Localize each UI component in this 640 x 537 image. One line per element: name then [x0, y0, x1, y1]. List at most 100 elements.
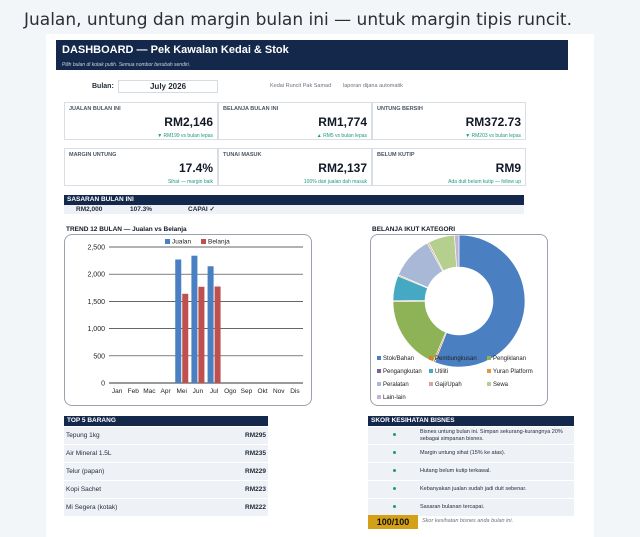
x-tick-label: Feb — [128, 388, 140, 395]
health-item-text: Kebanyakan jualan sudah jadi duit sebena… — [420, 486, 527, 492]
list-item: Kopi Sachet RM223 — [64, 481, 268, 498]
health-item-text: Sasaran bulanan tercapai. — [420, 504, 485, 510]
kpi-label: BELANJA BULAN INI — [223, 106, 279, 112]
x-tick-label: Jan — [112, 388, 123, 395]
list-item: Margin untung sihat (15% ke atas). — [368, 445, 574, 462]
bar-jualan — [191, 255, 198, 383]
item-name: Telur (papan) — [66, 468, 105, 475]
item-name: Air Mineral 1.5L — [66, 450, 112, 457]
legend-swatch — [201, 239, 206, 244]
item-name: Mi Segera (kotak) — [66, 504, 118, 511]
kpi-sub: ▲ RM5 vs bulan lepas — [316, 133, 367, 139]
y-tick-label: 2,500 — [87, 245, 105, 252]
list-item: Sasaran bulanan tercapai. — [368, 499, 574, 516]
y-tick-label: 1,000 — [87, 326, 105, 333]
month-selector[interactable]: July 2026 — [118, 80, 218, 93]
status-dot-icon — [393, 451, 396, 454]
health-list: Bisnes untung bulan ini. Simpan sekurang… — [368, 427, 574, 517]
health-score-note: Skor kesihatan bisnes anda bulan ini. — [422, 518, 514, 524]
x-tick-label: Mei — [177, 388, 187, 395]
list-item: Hutang belum kutip terkawal. — [368, 463, 574, 480]
donut-slice — [434, 234, 526, 368]
health-item-text: Hutang belum kutip terkawal. — [420, 468, 491, 474]
top5-header: TOP 5 BARANG — [64, 416, 268, 426]
legend-label: Jualan — [172, 239, 192, 246]
legend-swatch — [487, 382, 491, 386]
category-chart-panel: Stok/Bahan Pembungkusan Pengiklanan Pengang… — [370, 234, 548, 406]
kpi-card-profit: UNTUNG BERSIH RM372.73 ▼ RM203 vs bulan … — [372, 102, 526, 140]
legend-label: Pengangkutan — [383, 369, 422, 375]
bar-belanja — [214, 286, 221, 383]
x-tick-label: Jun — [193, 388, 204, 395]
kpi-card-sales: JUALAN BULAN INI RM2,146 ▼ RM199 vs bula… — [64, 102, 218, 140]
dashboard-subtitle: Pilih bulan di kotak putih. Semua nombor… — [62, 62, 191, 68]
kpi-value: RM2,137 — [318, 161, 367, 175]
legend-swatch — [487, 369, 491, 373]
category-chart-title: BELANJA IKUT KATEGORI — [372, 226, 456, 233]
y-tick-label: 1,500 — [87, 299, 105, 306]
kpi-card-uncollected: BELUM KUTIP RM9 Ada duit belum kutip — f… — [372, 148, 526, 186]
bar-belanja — [198, 286, 205, 383]
legend-swatch — [377, 369, 381, 373]
y-tick-label: 500 — [93, 353, 105, 360]
legend-swatch — [377, 395, 381, 399]
legend-swatch — [429, 369, 433, 373]
list-item: Bisnes untung bulan ini. Simpan sekurang… — [368, 427, 574, 444]
legend-label: Peralatan — [383, 382, 409, 388]
report-note: laporan dijana automatik — [343, 83, 403, 89]
legend-label: Stok/Bahan — [383, 356, 414, 362]
kpi-value: RM1,774 — [318, 115, 367, 129]
page-caption: Jualan, untung dan margin bulan ini — un… — [24, 10, 572, 30]
legend-swatch — [165, 239, 170, 244]
legend-label: Gaji/Upah — [435, 382, 462, 388]
legend-label: Pengiklanan — [493, 356, 526, 362]
list-item: Mi Segera (kotak) RM222 — [64, 499, 268, 516]
health-item-text: Margin untung sihat (15% ke atas). — [420, 450, 506, 456]
legend-label: Sewa — [493, 382, 509, 388]
x-tick-label: Okt — [258, 388, 268, 395]
kpi-card-expenses: BELANJA BULAN INI RM1,774 ▲ RM5 vs bulan… — [218, 102, 372, 140]
kpi-label: BELUM KUTIP — [377, 152, 415, 158]
bar-jualan — [175, 259, 182, 383]
status-dot-icon — [393, 433, 396, 436]
legend-swatch — [377, 356, 381, 360]
kpi-card-cash-in: TUNAI MASUK RM2,137 100% dari jualan dah… — [218, 148, 372, 186]
health-score: 100/100 — [368, 515, 418, 529]
x-tick-label: Apr — [161, 388, 172, 395]
kpi-value: 17.4% — [178, 161, 213, 175]
item-name: Tepung 1kg — [66, 432, 100, 439]
status-dot-icon — [393, 469, 396, 472]
kpi-value: RM372.73 — [465, 115, 521, 129]
kpi-label: UNTUNG BERSIH — [377, 106, 423, 112]
item-value: RM222 — [245, 504, 266, 511]
kpi-sub: ▼ RM199 vs bulan lepas — [157, 133, 213, 139]
dashboard-header: DASHBOARD — Pek Kawalan Kedai & Stok Pil… — [56, 40, 568, 70]
legend-swatch — [429, 382, 433, 386]
x-tick-label: Mac — [143, 388, 156, 395]
kpi-card-margin: MARGIN UNTUNG 17.4% Sihat — margin baik — [64, 148, 218, 186]
target-header: SASARAN BULAN INI — [64, 195, 524, 205]
kpi-sub: Ada duit belum kutip — follow up — [448, 179, 521, 185]
health-item-text: Bisnes untung bulan ini. Simpan sekurang… — [420, 429, 563, 442]
store-name: Kedai Runcit Pak Samad — [270, 83, 332, 89]
donut-slice — [454, 234, 460, 268]
item-value: RM235 — [245, 450, 266, 457]
trend-chart-panel: Jan Feb Mac Apr Mei Jun Jul Ogo Sep Okt Nov Dis 0 50… — [64, 234, 312, 406]
list-item: Telur (papan) RM229 — [64, 463, 268, 480]
trend-chart: Jan Feb Mac Apr Mei Jun Jul Ogo Sep Okt Nov Dis 0 50… — [87, 239, 303, 395]
item-value: RM223 — [245, 486, 266, 493]
kpi-sub: Sihat — margin baik — [167, 179, 213, 185]
kpi-value: RM2,146 — [164, 115, 213, 129]
status-dot-icon — [393, 505, 396, 508]
month-label: Bulan: — [92, 83, 114, 90]
legend-label: Pembungkusan — [435, 356, 477, 362]
target-row: RM2,000 107.3% CAPAI ✓ — [64, 205, 524, 214]
legend-swatch — [487, 356, 491, 360]
legend-swatch — [377, 382, 381, 386]
legend-label: Utiliti — [435, 369, 448, 375]
x-tick-label: Jul — [210, 388, 219, 395]
kpi-value: RM9 — [495, 161, 521, 175]
target-status: CAPAI ✓ — [188, 206, 215, 213]
list-item: Kebanyakan jualan sudah jadi duit sebena… — [368, 481, 574, 498]
kpi-label: TUNAI MASUK — [223, 152, 262, 158]
